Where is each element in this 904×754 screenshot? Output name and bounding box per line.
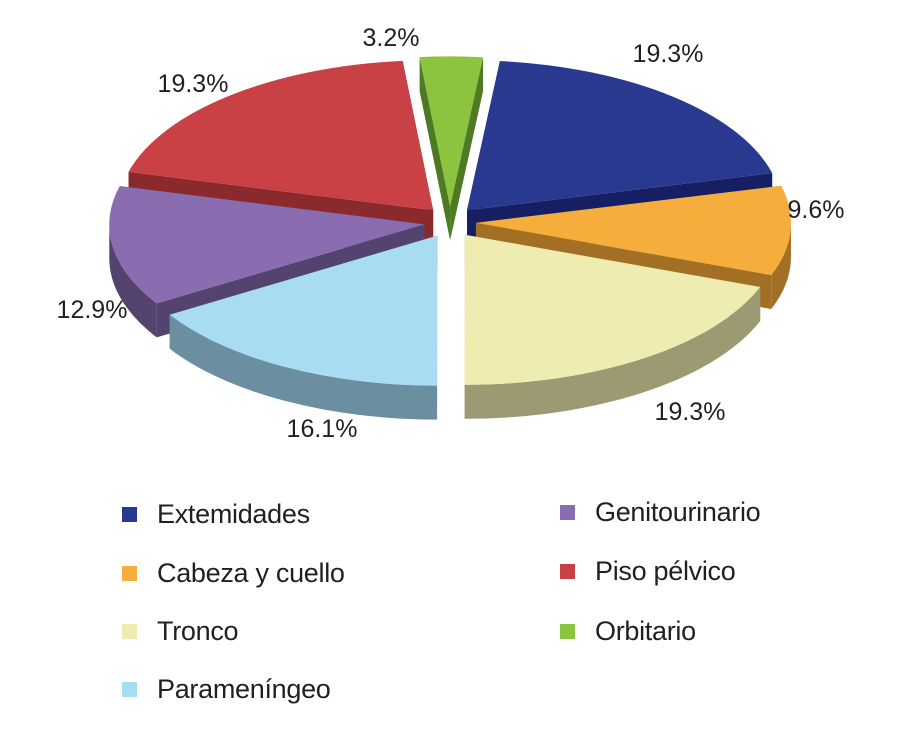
slice-labels: 19.3% 9.6% 19.3% 16.1% 12.9% 19.3% 3.2% <box>57 24 845 443</box>
slice-top <box>109 186 425 304</box>
slice-value-label: 3.2% <box>363 24 420 52</box>
slice-top <box>475 185 791 275</box>
legend-item: Piso pélvico <box>560 551 736 591</box>
slice-top <box>169 235 438 386</box>
slice-value-label: 19.3% <box>633 40 704 68</box>
slice-side <box>169 314 438 420</box>
legend-swatch <box>122 506 137 522</box>
slice-value-label: 19.3% <box>655 398 726 426</box>
slice-side <box>771 222 791 309</box>
legend-item: Tronco <box>122 611 239 651</box>
slice-value-label: 9.6% <box>788 196 845 224</box>
pie-slice-orbitario <box>419 56 484 241</box>
slice-value-label: 12.9% <box>57 296 128 324</box>
legend-swatch <box>560 563 575 579</box>
legend-item: Cabeza y cuello <box>122 553 345 593</box>
legend-swatch <box>122 681 137 697</box>
legend: Extemidades Cabeza y cuello Tronco Paramení… <box>0 480 904 754</box>
slice-side <box>464 286 761 419</box>
pie-chart: 19.3% 9.6% 19.3% 16.1% 12.9% 19.3% 3.2% <box>57 24 845 443</box>
pie-slice-tronco <box>464 234 761 419</box>
legend-label: Extemidades <box>157 498 310 529</box>
slice-wall <box>419 57 451 241</box>
slice-side <box>109 224 157 338</box>
slice-value-label: 16.1% <box>287 415 358 443</box>
slice-top <box>419 56 484 207</box>
slice-top <box>128 60 434 211</box>
legend-swatch <box>122 623 137 639</box>
legend-label: Tronco <box>157 615 239 646</box>
slice-top <box>467 61 773 211</box>
legend-swatch <box>560 623 575 639</box>
legend-swatch <box>122 565 137 581</box>
legend-label: Cabeza y cuello <box>157 557 345 588</box>
slice-wall <box>450 57 484 241</box>
slice-value-label: 19.3% <box>158 70 229 98</box>
legend-item: Parameníngeo <box>122 669 331 709</box>
pie-slice-paramen-ngeo <box>169 235 438 420</box>
legend-item: Genitourinario <box>560 492 761 532</box>
slice-top <box>464 234 761 385</box>
legend-label: Parameníngeo <box>157 673 331 704</box>
pie-slices <box>109 56 791 420</box>
legend-label: Piso pélvico <box>595 555 736 586</box>
legend-swatch <box>560 504 575 520</box>
legend-item: Orbitario <box>560 611 696 651</box>
legend-label: Genitourinario <box>595 496 761 527</box>
legend-item: Extemidades <box>122 494 310 534</box>
legend-label: Orbitario <box>595 615 696 646</box>
